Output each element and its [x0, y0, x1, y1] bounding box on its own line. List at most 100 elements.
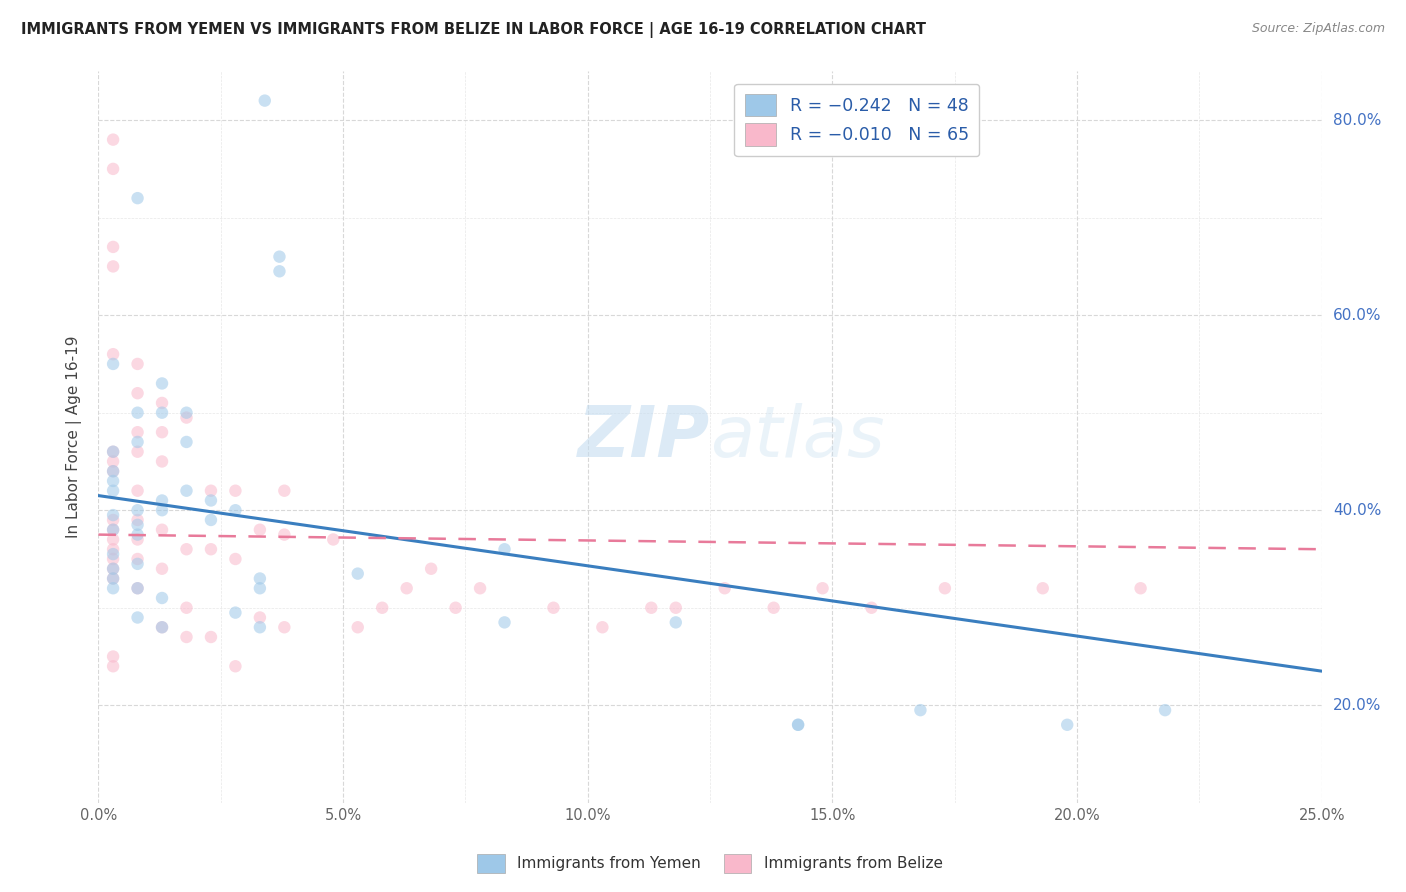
- Point: [101, 483, 124, 498]
- Point: [224, 552, 246, 566]
- Point: [811, 581, 834, 595]
- Point: [494, 542, 516, 557]
- Text: IMMIGRANTS FROM YEMEN VS IMMIGRANTS FROM BELIZE IN LABOR FORCE | AGE 16-19 CORRE: IMMIGRANTS FROM YEMEN VS IMMIGRANTS FROM…: [21, 22, 927, 38]
- Text: 20.0%: 20.0%: [1333, 698, 1381, 713]
- Point: [101, 454, 124, 468]
- Point: [176, 542, 198, 557]
- Text: 80.0%: 80.0%: [1333, 112, 1381, 128]
- Point: [101, 464, 124, 478]
- Point: [346, 620, 368, 634]
- Point: [934, 581, 956, 595]
- Point: [101, 562, 124, 576]
- Text: 60.0%: 60.0%: [1333, 308, 1381, 323]
- Point: [1154, 703, 1177, 717]
- Point: [787, 718, 810, 732]
- Point: [200, 630, 222, 644]
- Point: [101, 357, 124, 371]
- Point: [494, 615, 516, 630]
- Point: [101, 547, 124, 561]
- Point: [101, 133, 124, 147]
- Point: [224, 606, 246, 620]
- Point: [101, 562, 124, 576]
- Point: [176, 434, 198, 449]
- Point: [101, 659, 124, 673]
- Point: [176, 410, 198, 425]
- Point: [127, 406, 149, 420]
- Point: [127, 434, 149, 449]
- Point: [127, 503, 149, 517]
- Point: [322, 533, 344, 547]
- Point: [127, 557, 149, 571]
- Point: [101, 552, 124, 566]
- Point: [127, 425, 149, 440]
- Point: [127, 357, 149, 371]
- Point: [127, 517, 149, 532]
- Point: [1056, 718, 1078, 732]
- Point: [127, 533, 149, 547]
- Point: [269, 264, 291, 278]
- Point: [200, 493, 222, 508]
- Point: [150, 406, 173, 420]
- Point: [127, 552, 149, 566]
- Point: [1129, 581, 1152, 595]
- Point: [101, 572, 124, 586]
- Point: [101, 581, 124, 595]
- Point: [665, 615, 688, 630]
- Point: [101, 240, 124, 254]
- Point: [150, 376, 173, 391]
- Point: [910, 703, 932, 717]
- Point: [713, 581, 735, 595]
- Point: [150, 503, 173, 517]
- Point: [127, 513, 149, 527]
- Point: [1032, 581, 1054, 595]
- Point: [101, 533, 124, 547]
- Point: [127, 581, 149, 595]
- Point: [273, 620, 295, 634]
- Point: [420, 562, 443, 576]
- Point: [150, 562, 173, 576]
- Text: 40.0%: 40.0%: [1333, 503, 1381, 517]
- Point: [150, 620, 173, 634]
- Point: [101, 347, 124, 361]
- Point: [150, 591, 173, 605]
- Point: [150, 620, 173, 634]
- Point: [787, 718, 810, 732]
- Point: [150, 396, 173, 410]
- Point: [176, 600, 198, 615]
- Point: [150, 454, 173, 468]
- Point: [224, 659, 246, 673]
- Point: [150, 523, 173, 537]
- Point: [224, 483, 246, 498]
- Point: [127, 610, 149, 624]
- Point: [101, 649, 124, 664]
- Point: [101, 260, 124, 274]
- Point: [101, 508, 124, 522]
- Point: [101, 474, 124, 488]
- Point: [640, 600, 662, 615]
- Point: [101, 444, 124, 458]
- Point: [200, 483, 222, 498]
- Point: [101, 542, 124, 557]
- Point: [150, 425, 173, 440]
- Point: [127, 444, 149, 458]
- Point: [249, 610, 271, 624]
- Point: [101, 444, 124, 458]
- Point: [127, 483, 149, 498]
- Point: [101, 523, 124, 537]
- Point: [762, 600, 785, 615]
- Point: [269, 250, 291, 264]
- Point: [860, 600, 883, 615]
- Point: [591, 620, 613, 634]
- Point: [371, 600, 394, 615]
- Text: Source: ZipAtlas.com: Source: ZipAtlas.com: [1251, 22, 1385, 36]
- Point: [468, 581, 491, 595]
- Point: [101, 523, 124, 537]
- Point: [127, 527, 149, 541]
- Point: [101, 513, 124, 527]
- Point: [249, 572, 271, 586]
- Text: atlas: atlas: [710, 402, 884, 472]
- Point: [273, 483, 295, 498]
- Legend: Immigrants from Yemen, Immigrants from Belize: Immigrants from Yemen, Immigrants from B…: [471, 847, 949, 880]
- Point: [249, 581, 271, 595]
- Point: [200, 542, 222, 557]
